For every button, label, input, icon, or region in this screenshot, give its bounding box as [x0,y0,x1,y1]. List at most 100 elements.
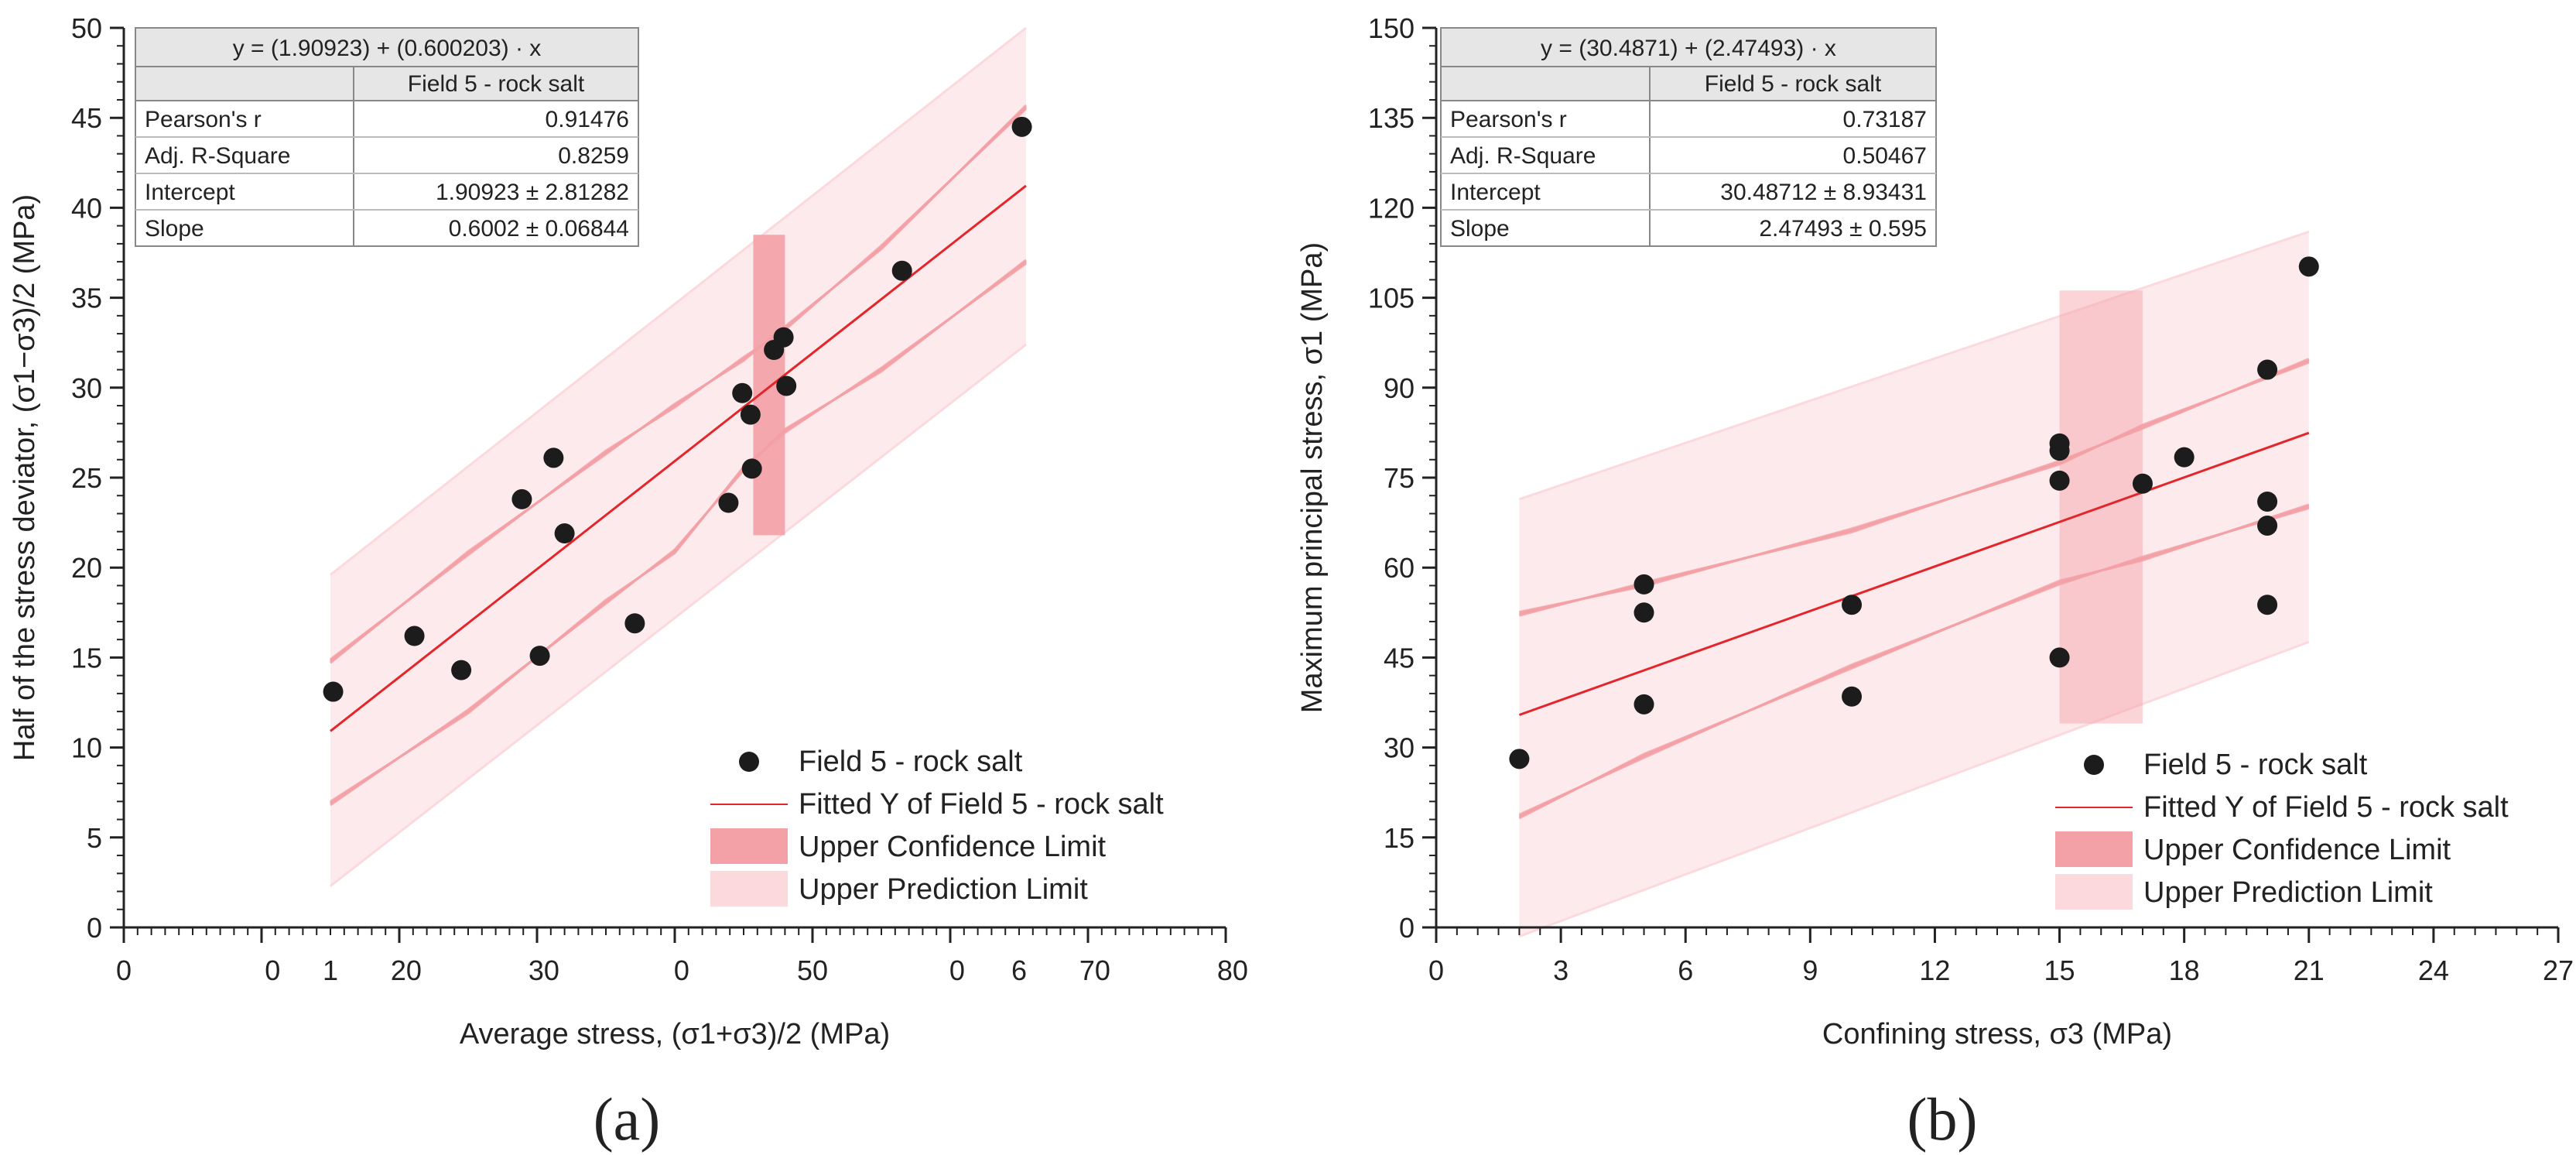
data-point [773,327,794,348]
stats-header-bg [135,27,639,101]
data-point [2174,447,2195,468]
y-tick-label: 0 [87,912,102,944]
y-tick-label: 25 [71,462,102,494]
y-tick-label: 150 [1368,12,1415,44]
x-tick-label: 6 [1011,955,1027,986]
legend-label: Fitted Y of Field 5 - rock salt [799,788,1164,821]
data-point [554,523,575,544]
fitted-line [330,184,1027,732]
x-tick-label: 9 [1802,955,1818,986]
x-tick-label: 80 [1217,955,1248,986]
data-point [732,382,753,403]
data-point [529,646,550,667]
stats-equation: y = (1.90923) + (0.600203) · x [233,36,542,61]
stats-row-label: Slope [1450,216,1510,242]
x-tick-label: 12 [1919,955,1950,986]
data-point [2049,470,2070,491]
data-point [624,613,645,634]
y-tick-label: 5 [87,822,102,854]
prediction-upper-line [330,26,1027,576]
data-point [718,492,739,513]
data-point [323,681,344,702]
y-tick-label: 30 [1384,732,1415,764]
y-tick-label: 120 [1368,192,1415,224]
confidence-upper-line [1519,361,2310,613]
data-point [891,260,912,281]
x-tick-label: 0 [949,955,965,986]
fitted-line [1518,431,2310,716]
legend-label: Fitted Y of Field 5 - rock salt [2143,791,2509,824]
stats-table: y = (1.90923) + (0.600203) · x Field 5 - … [135,27,639,247]
y-tick-label: 35 [71,283,102,314]
panel-label: (b) [1907,1085,1978,1153]
data-point [2132,473,2153,494]
data-point [543,447,564,468]
data-point [1011,116,1032,137]
y-axis-title: Half of the stress deviator, (σ1−σ3)/2 (… [9,194,41,761]
legend-prediction-swatch [2055,874,2133,910]
y-tick-label: 50 [71,12,102,44]
stats-row-value: 0.50467 [1843,143,1927,169]
data-point [451,660,472,680]
prediction-upper-line [1518,230,2310,501]
stats-row-value: 0.8259 [558,143,629,169]
y-tick-label: 60 [1384,552,1415,584]
panel-label: (a) [594,1085,661,1153]
stats-row-label: Pearson's r [145,107,262,132]
stats-column-header: Field 5 - rock salt [408,71,585,97]
stats-row-label: Adj. R-Square [145,143,290,169]
x-tick-label: 21 [2294,955,2325,986]
y-tick-label: 45 [1384,642,1415,673]
data-point [2049,433,2070,454]
x-tick-label: 0 [1428,955,1444,986]
x-tick-label: 0 [674,955,689,986]
legend: Field 5 - rock salt Fitted Y of Field 5 -… [710,745,1164,907]
prediction-band [1519,231,2309,937]
stats-row-label: Intercept [1450,180,1541,205]
data-point [1509,749,1530,769]
data-point [1842,595,1863,615]
x-tick-label: 3 [1553,955,1569,986]
data-point [2298,256,2319,277]
stats-row-label: Pearson's r [1450,107,1567,132]
data-point [1634,574,1654,595]
x-tick-label: 24 [2418,955,2449,986]
x-tick-label: 27 [2543,955,2574,986]
legend-prediction-swatch [710,871,788,907]
legend-marker [2084,755,2104,775]
x-tick-label: 0 [116,955,132,986]
confidence-upper-line [330,108,1027,660]
data-point [740,404,761,425]
y-tick-label: 40 [71,192,102,224]
data-point [741,458,762,479]
legend-label: Upper Prediction Limit [799,873,1088,906]
y-tick-label: 135 [1368,102,1415,134]
y-tick-label: 10 [71,732,102,764]
data-point [404,625,425,646]
x-tick-label: 20 [391,955,422,986]
legend-confidence-swatch [710,828,788,864]
y-axis-title: Maximum principal stress, σ1 (MPa) [1296,242,1329,713]
stats-column-header: Field 5 - rock salt [1705,71,1882,97]
x-tick-label: 15 [2044,955,2075,986]
y-tick-label: 15 [71,642,102,673]
x-axis-title: Average stress, (σ1+σ3)/2 (MPa) [460,1018,890,1050]
y-tick-label: 45 [71,102,102,134]
y-tick-label: 20 [71,552,102,584]
x-tick-label: 50 [797,955,828,986]
stats-row-value: 1.90923 ± 2.81282 [436,180,629,205]
stats-equation: y = (30.4871) + (2.47493) · x [1541,36,1836,61]
stats-row-label: Adj. R-Square [1450,143,1596,169]
stats-row-value: 30.48712 ± 8.93431 [1720,180,1927,205]
data-point [2257,359,2278,380]
x-tick-label: 1 [323,955,338,986]
y-tick-label: 0 [1399,912,1415,944]
y-tick-label: 90 [1384,372,1415,404]
y-tick-label: 15 [1384,822,1415,854]
stats-row-value: 2.47493 ± 0.595 [1759,216,1927,242]
y-tick-label: 105 [1368,283,1415,314]
stats-row-label: Slope [145,216,204,242]
stats-row-label: Intercept [145,180,235,205]
data-point [1842,686,1863,707]
